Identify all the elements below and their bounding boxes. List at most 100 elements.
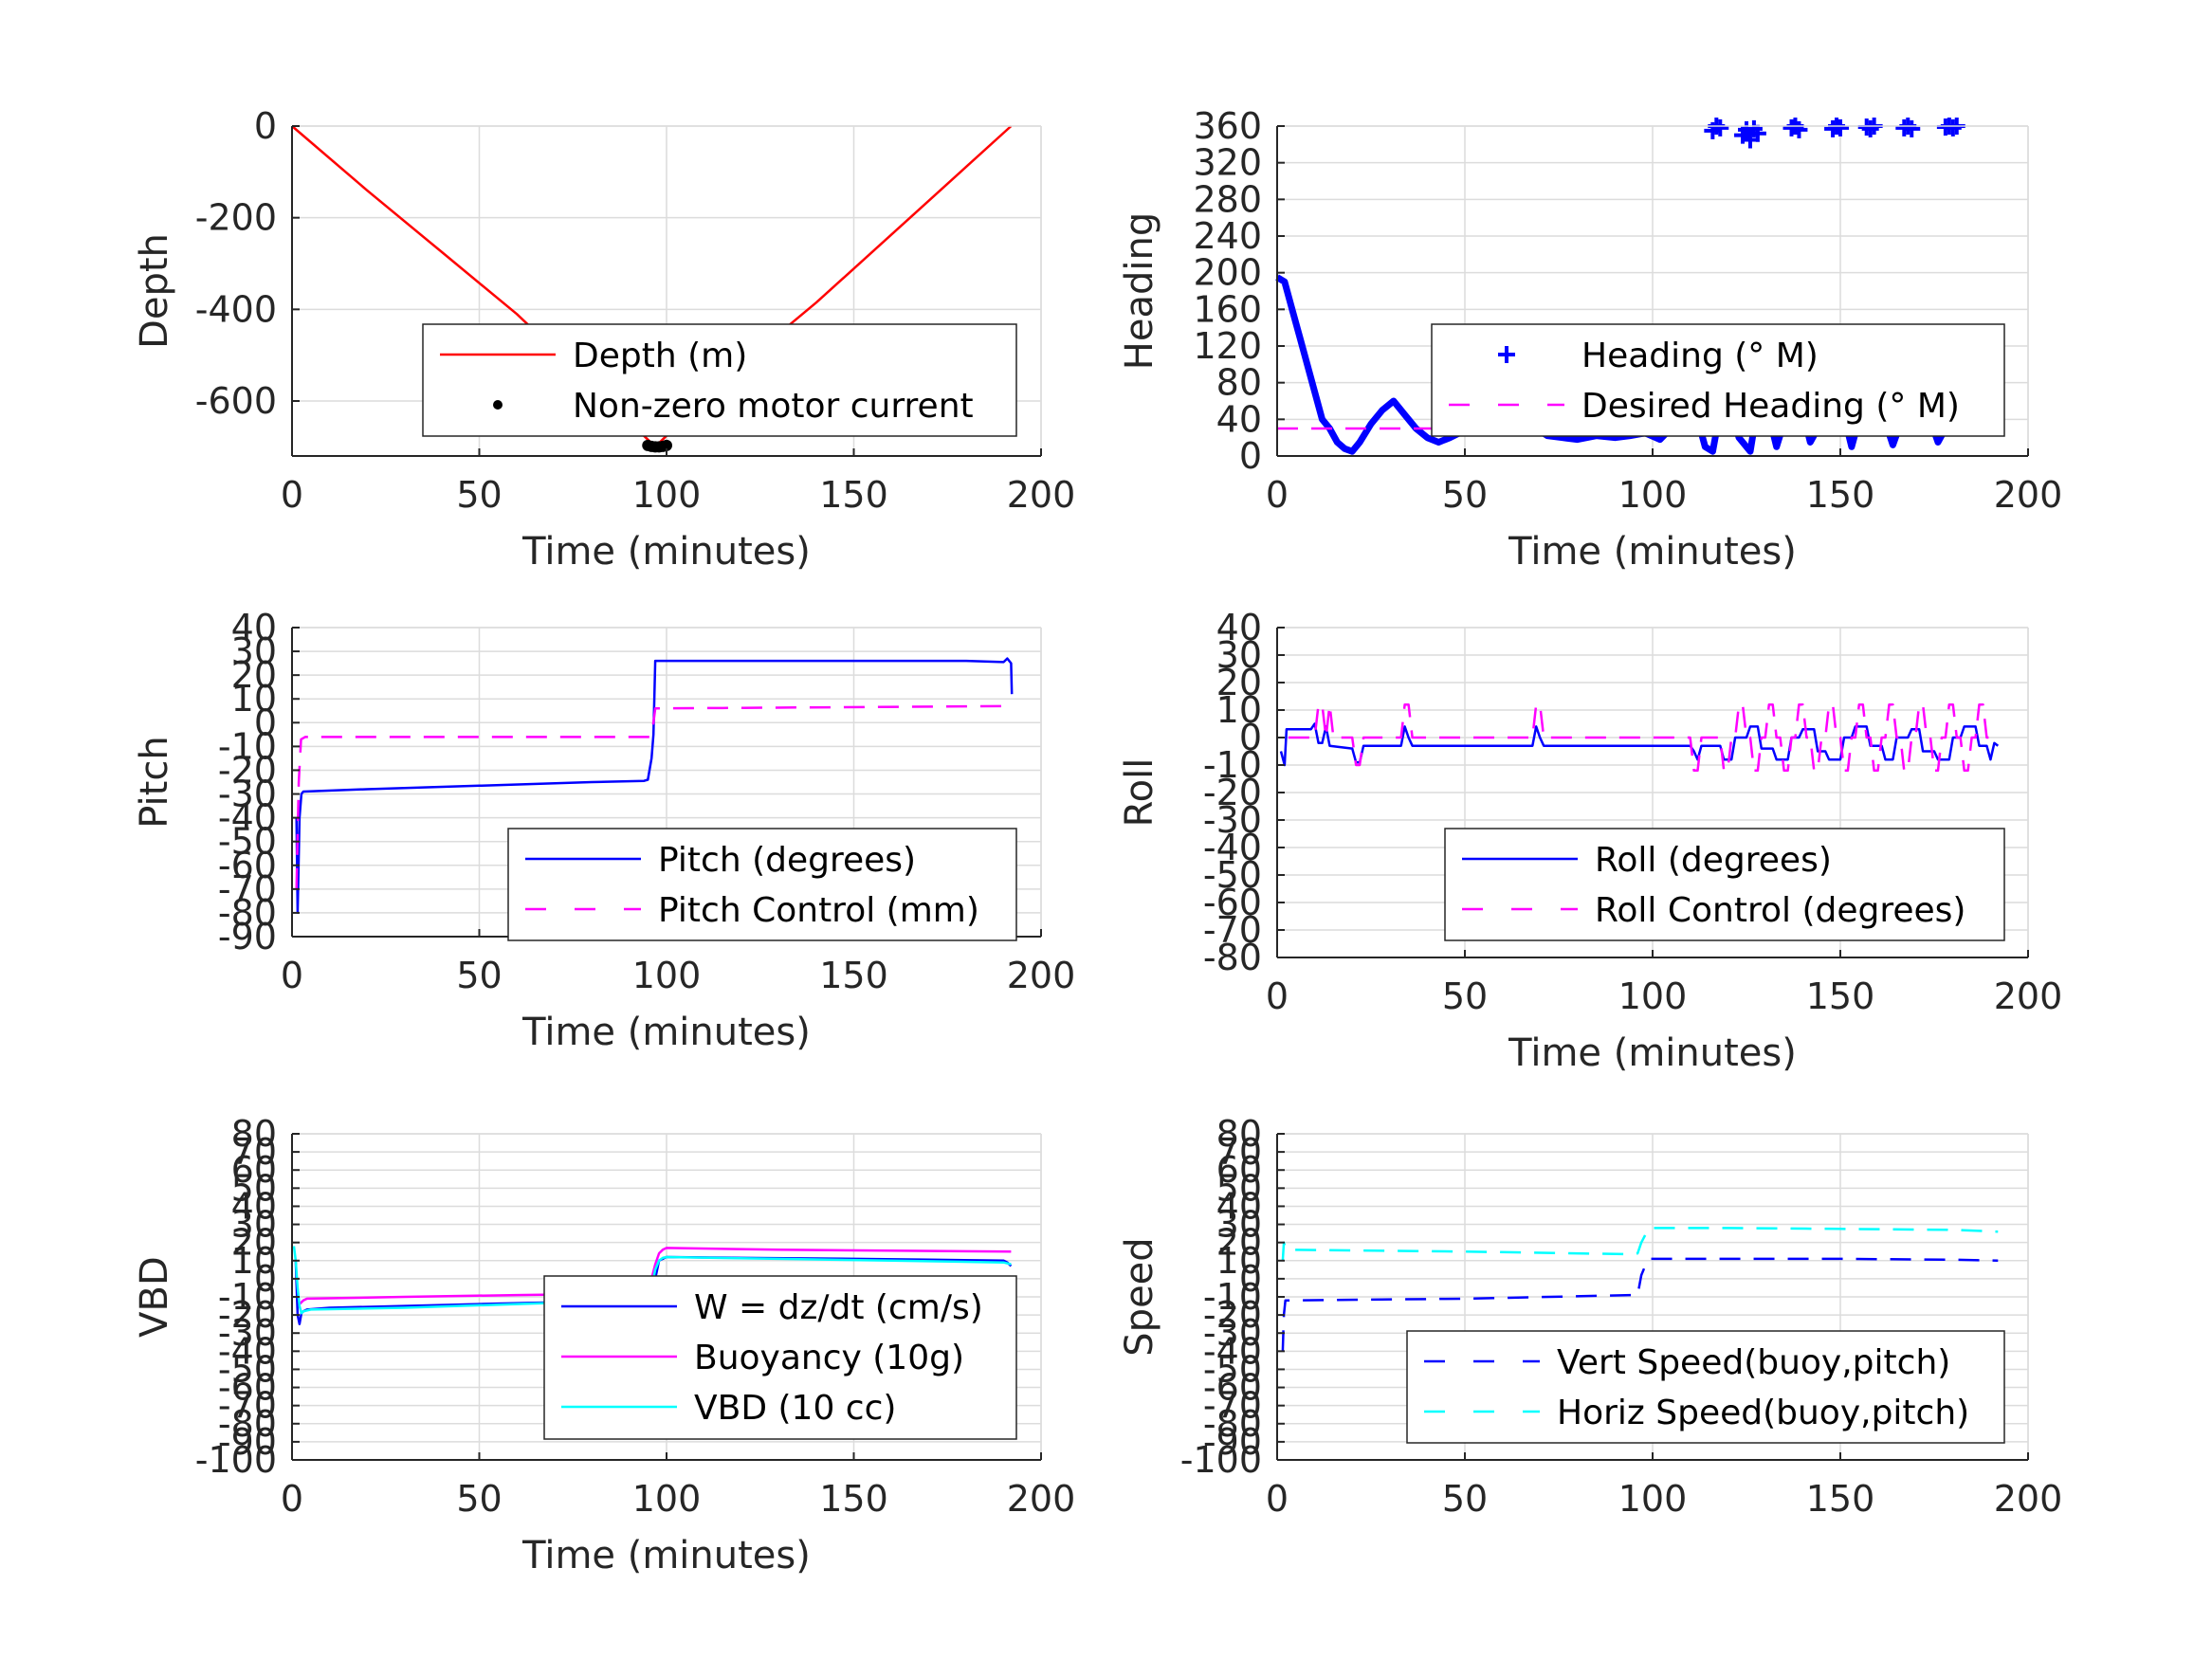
subplot-4: 0 50 100 150 20080706050403020100-10-20-30-4…: [133, 1113, 1075, 1577]
x-tick-label: 0: [1266, 474, 1289, 516]
y-tick-label: -30: [1203, 1312, 1262, 1354]
y-tick-label: -80: [1203, 937, 1262, 978]
y-tick-label: 0: [254, 105, 277, 147]
y-tick-label: 70: [231, 1131, 277, 1173]
series-line-1: [299, 1247, 1012, 1305]
y-axis-label: Speed: [1118, 1237, 1161, 1356]
x-tick-label: 50: [1442, 474, 1488, 516]
legend-box: [422, 323, 1017, 437]
legend-label: Vert Speed(buoy,pitch): [1557, 1343, 1950, 1382]
x-tick-label: 200: [1007, 955, 1076, 996]
y-tick-label: -70: [218, 1385, 277, 1427]
y-tick-label: 60: [1216, 1149, 1262, 1191]
y-tick-label: 30: [231, 630, 277, 672]
y-tick-label: 0: [1239, 435, 1262, 477]
y-tick-label: 80: [1216, 1113, 1262, 1155]
y-axis-label: Roll: [1118, 758, 1161, 828]
y-tick-label: 0: [254, 702, 277, 743]
legend: Depth (m) Non-zero motor current: [422, 323, 1017, 437]
legend-label: Depth (m): [573, 337, 747, 375]
legend-label: Roll (degrees): [1595, 841, 1832, 880]
y-axis-label: VBD: [133, 1256, 176, 1338]
x-tick-label: 200: [1007, 474, 1076, 516]
legend: Roll (degrees) Roll Control (degrees): [1444, 828, 2005, 941]
y-axis-label: Heading: [1118, 212, 1161, 370]
y-tick-label: 20: [1216, 1222, 1262, 1264]
y-tick-label: 10: [1216, 689, 1262, 731]
y-tick-label: 50: [231, 1167, 277, 1209]
series-line-1: [295, 704, 1012, 889]
x-tick-label: 100: [1618, 474, 1688, 516]
y-tick-label: 70: [1216, 1131, 1262, 1173]
y-tick-label: -70: [1203, 1385, 1262, 1427]
y-tick-label: -50: [218, 821, 277, 863]
x-tick-label: 0: [281, 474, 303, 516]
legend-box: [1444, 828, 2005, 941]
y-tick-label: 40: [231, 1185, 277, 1227]
legend-box: [1431, 323, 2005, 437]
y-tick-label: 60: [231, 1149, 277, 1191]
motor-current-point: [661, 439, 672, 451]
y-tick-label: -10: [1203, 1276, 1262, 1318]
x-tick-label: 150: [1806, 975, 1875, 1017]
legend: Heading (° M) Desired Heading (° M): [1431, 323, 2005, 437]
x-tick-label: 50: [456, 1478, 502, 1520]
y-axis-label: Depth: [133, 233, 176, 349]
legend-label: Pitch (degrees): [658, 841, 916, 880]
y-tick-label: -90: [218, 1421, 277, 1463]
legend-box: [1406, 1330, 2005, 1444]
y-tick-label: 200: [1193, 252, 1262, 294]
subplot-3: 0 50 100 150 200403020100-10-20-30-40-50-60-…: [1118, 607, 2062, 1075]
legend-label: Non-zero motor current: [573, 387, 974, 426]
y-tick-label: 40: [1216, 607, 1262, 648]
x-axis-label: Time (minutes): [521, 530, 811, 574]
y-tick-label: -200: [195, 197, 277, 239]
y-tick-label: 30: [1216, 1204, 1262, 1246]
subplot-1: 0 50 100 150 20004080120160200240280320360Ti…: [1118, 105, 2062, 574]
y-tick-label: 0: [1239, 1258, 1262, 1300]
y-tick-label: 20: [231, 1222, 277, 1264]
y-tick-label: -40: [1203, 1330, 1262, 1372]
y-tick-label: 0: [254, 1258, 277, 1300]
heading-marker: [1903, 119, 1921, 137]
legend-label: W = dz/dt (cm/s): [694, 1288, 983, 1327]
x-tick-label: 0: [281, 1478, 303, 1520]
x-tick-label: 0: [1266, 975, 1289, 1017]
legend-label: Horiz Speed(buoy,pitch): [1557, 1394, 1969, 1432]
y-tick-label: -20: [218, 749, 277, 791]
y-tick-label: 120: [1193, 325, 1262, 367]
x-tick-label: 150: [819, 1478, 888, 1520]
x-tick-label: 150: [1806, 474, 1875, 516]
legend-label: VBD (10 cc): [694, 1389, 896, 1428]
y-tick-label: -600: [195, 380, 277, 422]
legend-label: Roll Control (degrees): [1595, 891, 1965, 930]
heading-marker: [1711, 118, 1729, 137]
y-tick-label: -50: [1203, 854, 1262, 896]
series-line-0: [1281, 1257, 1999, 1352]
y-tick-label: 280: [1193, 178, 1262, 220]
y-tick-label: 40: [231, 607, 277, 648]
x-axis-label: Time (minutes): [1508, 1031, 1797, 1075]
legend: W = dz/dt (cm/s) Buoyancy (10g) VBD (10 cc…: [543, 1275, 1017, 1440]
legend-marker: [1498, 346, 1515, 363]
legend: Vert Speed(buoy,pitch) Horiz Speed(buoy,p…: [1406, 1330, 2005, 1444]
x-tick-label: 150: [819, 955, 888, 996]
subplot-2: 0 50 100 150 200403020100-10-20-30-40-50-60-…: [133, 607, 1075, 1054]
y-tick-label: 30: [1216, 634, 1262, 676]
y-tick-label: -90: [218, 916, 277, 957]
heading-marker: [1832, 118, 1849, 137]
subplot-5: 0 50 100 150 20080706050403020100-10-20-30-4…: [1118, 1113, 2062, 1520]
y-tick-label: 30: [231, 1204, 277, 1246]
y-tick-label: -40: [218, 797, 277, 839]
x-tick-label: 150: [1806, 1478, 1875, 1520]
heading-marker: [1861, 119, 1879, 137]
y-tick-label: -60: [218, 1367, 277, 1409]
x-tick-label: 150: [819, 474, 888, 516]
y-tick-label: -400: [195, 288, 277, 330]
x-tick-label: 200: [1007, 1478, 1076, 1520]
y-tick-label: -70: [1203, 909, 1262, 951]
y-tick-label: -60: [1203, 1367, 1262, 1409]
y-tick-label: 20: [1216, 662, 1262, 703]
y-tick-label: 20: [231, 654, 277, 696]
